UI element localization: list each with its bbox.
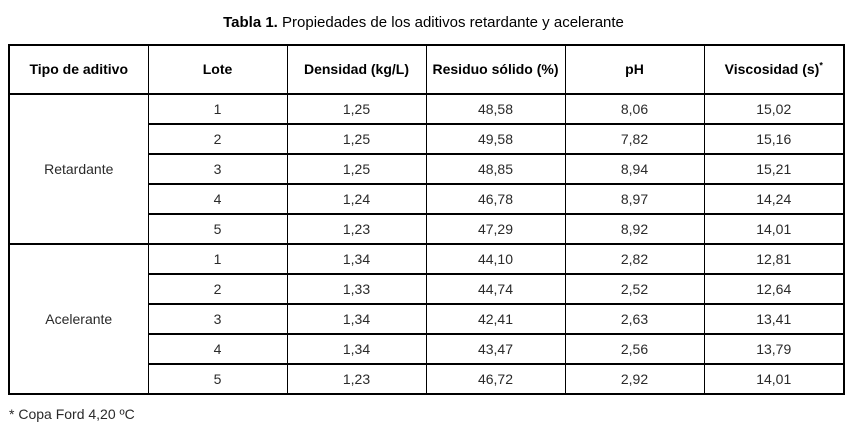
cell-lote: 2 xyxy=(147,123,288,155)
cell-densidad: 1,25 xyxy=(286,93,427,125)
table-caption-label: Tabla 1. xyxy=(223,14,278,31)
table-row: 3 1,25 48,85 8,94 15,21 xyxy=(9,153,845,185)
table-row: Retardante 1 1,25 48,58 8,06 15,02 xyxy=(8,93,845,245)
cell-densidad: 1,34 xyxy=(286,303,427,335)
col-header-densidad: Densidad (kg/L) xyxy=(286,44,427,95)
table-row: 2 1,25 49,58 7,82 15,16 xyxy=(9,123,845,155)
cell-densidad: 1,23 xyxy=(286,213,427,245)
cell-densidad: 1,25 xyxy=(286,123,427,155)
col-header-residuo-solido: Residuo sólido (%) xyxy=(425,44,566,95)
cell-ph: 8,97 xyxy=(564,183,705,215)
cell-residuo: 44,10 xyxy=(425,243,566,275)
properties-table: Tipo de aditivo Lote Densidad (kg/L) Res… xyxy=(8,44,845,395)
header-row: Tipo de aditivo Lote Densidad (kg/L) Res… xyxy=(8,44,845,95)
cell-ph: 2,63 xyxy=(564,303,705,335)
table-row: 4 1,34 43,47 2,56 13,79 xyxy=(9,333,845,365)
cell-viscosidad: 14,01 xyxy=(703,363,845,395)
table-row: 3 1,34 42,41 2,63 13,41 xyxy=(9,303,845,335)
cell-residuo: 44,74 xyxy=(425,273,566,305)
table-caption: Tabla 1. Propiedades de los aditivos ret… xyxy=(0,0,847,31)
cell-ph: 8,92 xyxy=(564,213,705,245)
cell-ph: 2,92 xyxy=(564,363,705,395)
cell-densidad: 1,34 xyxy=(286,243,427,275)
cell-residuo: 48,85 xyxy=(425,153,566,185)
table-row: 5 1,23 46,72 2,92 14,01 xyxy=(9,363,845,395)
col-header-ph: pH xyxy=(564,44,705,95)
col-header-lote: Lote xyxy=(147,44,288,95)
cell-densidad: 1,25 xyxy=(286,153,427,185)
cell-viscosidad: 12,64 xyxy=(703,273,845,305)
cell-viscosidad: 14,01 xyxy=(703,213,845,245)
cell-ph: 2,56 xyxy=(564,333,705,365)
cell-lote: 3 xyxy=(147,153,288,185)
cell-lote: 1 xyxy=(147,93,288,125)
table-row: 2 1,33 44,74 2,52 12,64 xyxy=(9,273,845,305)
col-header-tipo-de-aditivo: Tipo de aditivo xyxy=(8,44,149,95)
footnote-marker-icon: * xyxy=(819,60,823,71)
cell-residuo: 46,78 xyxy=(425,183,566,215)
cell-lote: 5 xyxy=(147,213,288,245)
table-row: 5 1,23 47,29 8,92 14,01 xyxy=(9,213,845,245)
cell-viscosidad: 14,24 xyxy=(703,183,845,215)
cell-lote: 4 xyxy=(147,183,288,215)
cell-ph: 7,82 xyxy=(564,123,705,155)
table-row: Acelerante 1 1,34 44,10 2,82 12,81 xyxy=(8,243,845,395)
cell-viscosidad: 15,16 xyxy=(703,123,845,155)
footnote: * Copa Ford 4,20 ºC xyxy=(9,406,135,422)
col-header-viscosidad: Viscosidad (s)* xyxy=(703,44,845,95)
cell-lote: 4 xyxy=(147,333,288,365)
table-caption-text: Propiedades de los aditivos retardante y… xyxy=(282,14,624,31)
cell-viscosidad: 13,79 xyxy=(703,333,845,365)
cell-ph: 2,82 xyxy=(564,243,705,275)
cell-viscosidad: 15,21 xyxy=(703,153,845,185)
cell-viscosidad: 13,41 xyxy=(703,303,845,335)
group-label-acelerante: Acelerante xyxy=(8,243,149,395)
cell-densidad: 1,33 xyxy=(286,273,427,305)
cell-residuo: 49,58 xyxy=(425,123,566,155)
cell-lote: 2 xyxy=(147,273,288,305)
col-header-viscosidad-text: Viscosidad (s) xyxy=(724,61,820,78)
cell-residuo: 47,29 xyxy=(425,213,566,245)
cell-ph: 8,06 xyxy=(564,93,705,125)
cell-lote: 5 xyxy=(147,363,288,395)
cell-densidad: 1,34 xyxy=(286,333,427,365)
cell-viscosidad: 12,81 xyxy=(703,243,845,275)
cell-residuo: 42,41 xyxy=(425,303,566,335)
cell-viscosidad: 15,02 xyxy=(703,93,845,125)
cell-densidad: 1,23 xyxy=(286,363,427,395)
cell-densidad: 1,24 xyxy=(286,183,427,215)
cell-lote: 3 xyxy=(147,303,288,335)
cell-residuo: 43,47 xyxy=(425,333,566,365)
cell-residuo: 48,58 xyxy=(425,93,566,125)
table-row: 4 1,24 46,78 8,97 14,24 xyxy=(9,183,845,215)
cell-residuo: 46,72 xyxy=(425,363,566,395)
cell-ph: 8,94 xyxy=(564,153,705,185)
cell-lote: 1 xyxy=(147,243,288,275)
cell-ph: 2,52 xyxy=(564,273,705,305)
group-label-retardante: Retardante xyxy=(8,93,149,245)
